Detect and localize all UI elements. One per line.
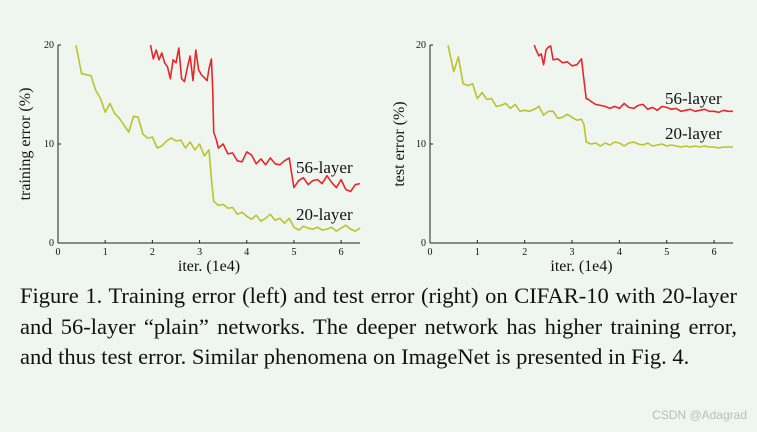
x-tick-label: 0 — [428, 247, 433, 258]
x-axis-label: iter. (1e4) — [178, 258, 240, 275]
x-tick-label: 3 — [570, 247, 575, 258]
x-tick-label: 3 — [197, 247, 202, 258]
y-tick-label: 0 — [49, 238, 54, 249]
series-line-20-layer — [75, 44, 361, 232]
x-tick-label: 1 — [475, 247, 480, 258]
y-axis-label: test error (%) — [391, 101, 408, 186]
y-tick-label: 10 — [416, 139, 426, 150]
x-tick-label: 5 — [291, 247, 296, 258]
x-tick-label: 2 — [522, 247, 527, 258]
series-label-56-layer: 56-layer — [296, 158, 353, 177]
watermark: CSDN @Adagrad — [652, 408, 747, 422]
y-tick-label: 10 — [44, 139, 54, 150]
series-label-20-layer: 20-layer — [296, 205, 353, 224]
x-tick-label: 4 — [244, 247, 249, 258]
y-axis-label: training error (%) — [17, 88, 34, 201]
y-tick-label: 20 — [44, 40, 54, 51]
series-line-56-layer — [533, 44, 733, 114]
x-tick-label: 6 — [339, 247, 344, 258]
y-tick-label: 20 — [416, 40, 426, 51]
x-tick-label: 1 — [103, 247, 108, 258]
x-tick-label: 0 — [56, 247, 61, 258]
figure-caption: Figure 1. Training error (left) and test… — [20, 283, 737, 369]
x-tick-label: 2 — [150, 247, 155, 258]
series-line-56-layer — [149, 44, 361, 193]
series-line-20-layer — [447, 44, 733, 149]
chart-panel-1: 0 1 2 3 4 5 6 0 10 20 iter. (1e4) training error (%… — [17, 40, 361, 275]
series-label-56-layer: 56-layer — [665, 89, 722, 108]
x-tick-label: 4 — [617, 247, 622, 258]
x-tick-label: 5 — [664, 247, 669, 258]
series-label-20-layer: 20-layer — [665, 124, 722, 143]
y-tick-label: 0 — [421, 238, 426, 249]
x-axis-label: iter. (1e4) — [550, 258, 612, 275]
chart-panel-2: 0 1 2 3 4 5 6 0 10 20 iter. (1e4) test error (%) 56-… — [391, 40, 733, 275]
x-tick-label: 6 — [712, 247, 717, 258]
